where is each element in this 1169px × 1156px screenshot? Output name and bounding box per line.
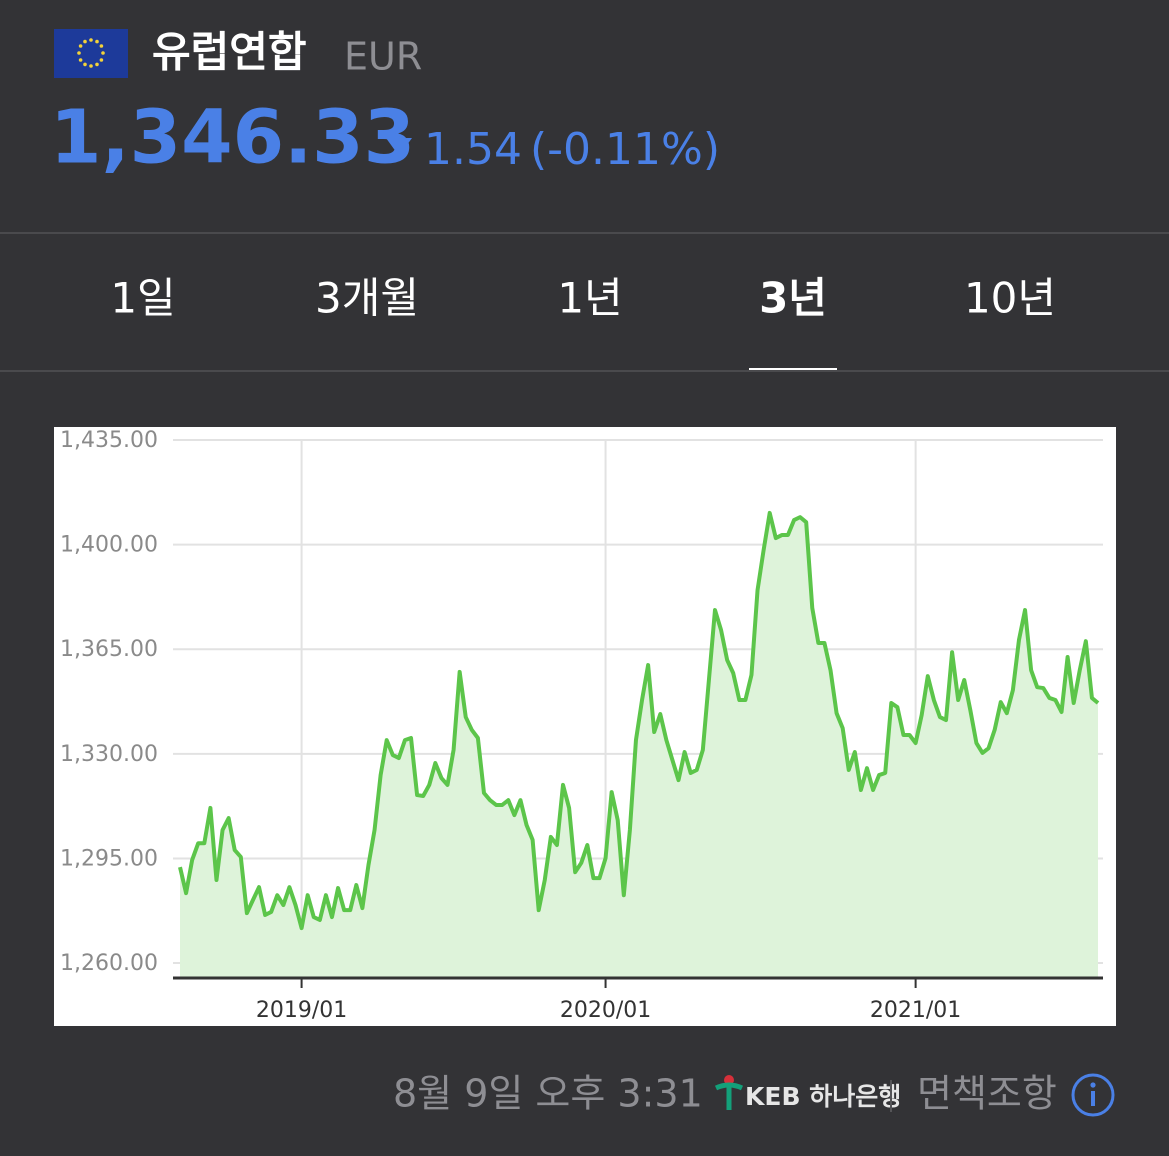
area (180, 512, 1098, 978)
currency-code: EUR (344, 35, 422, 79)
tab[interactable]: 3개월 (315, 274, 419, 323)
line (178, 510, 1100, 931)
change-percent: (-0.11%) (530, 124, 720, 175)
timestamp: 8월 9일 오후 3:31 (393, 1072, 703, 1116)
chart: 1,260.00 1,295.00 1,330.00 1,365.00 1,400.00… (60, 428, 1103, 1023)
bank-name: KEB 하나은행 (745, 1082, 901, 1111)
y-tick-label: 1,400.00 (60, 533, 158, 558)
change: 1.54 (424, 124, 522, 175)
y-tick-label: 1,260.00 (60, 951, 158, 976)
info-icon[interactable] (1071, 1073, 1115, 1117)
y-tick-label: 1,295.00 (60, 846, 158, 871)
y-tick-label: 1,435.00 (60, 428, 158, 453)
currency-name: 유럽연합 (152, 28, 307, 77)
x-tick-label: 2021/01 (870, 998, 961, 1023)
y-tick-label: 1,330.00 (60, 742, 158, 767)
tab-bar: 1일 3개월 1년 3년 10년 (110, 274, 1056, 372)
tab[interactable]: 1일 (110, 274, 175, 323)
y-tick-label: 1,365.00 (60, 637, 158, 662)
bank-logo: KEB 하나은행 (714, 1075, 901, 1111)
tab[interactable]: 1년 (557, 274, 622, 323)
down-arrow (386, 138, 412, 156)
price: 1,346.33 (50, 95, 415, 181)
tab[interactable]: 10년 (964, 274, 1056, 323)
disclaimer[interactable]: 면책조항 (917, 1072, 1057, 1116)
eu-flag (54, 29, 128, 78)
tab[interactable]: 3년 (759, 274, 827, 323)
x-tick-label: 2019/01 (256, 998, 347, 1023)
x-tick-label: 2020/01 (560, 998, 651, 1023)
